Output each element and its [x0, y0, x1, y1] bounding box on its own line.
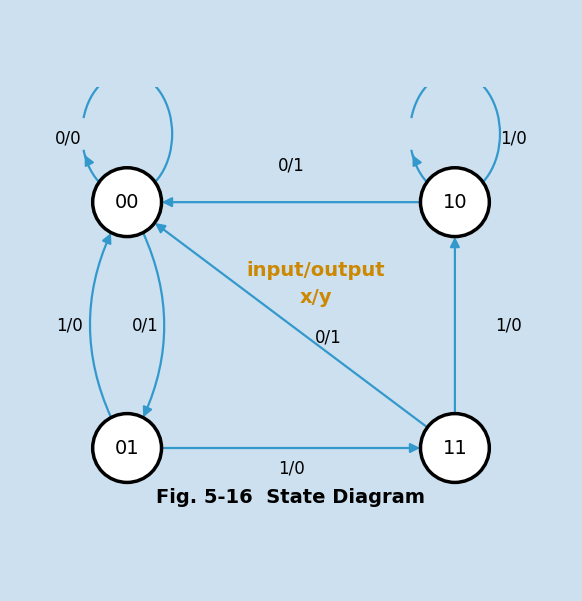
Text: 1/0: 1/0 — [56, 316, 83, 334]
FancyArrowPatch shape — [157, 225, 427, 427]
Text: 0/0: 0/0 — [55, 129, 81, 147]
Text: 0/1: 0/1 — [132, 316, 158, 334]
Text: 00: 00 — [115, 193, 139, 212]
Circle shape — [93, 168, 162, 237]
Circle shape — [420, 413, 489, 483]
FancyArrowPatch shape — [90, 235, 111, 417]
Circle shape — [93, 413, 162, 483]
Text: 1/0: 1/0 — [278, 460, 304, 478]
Text: 01: 01 — [115, 439, 140, 457]
Text: input/output
x/y: input/output x/y — [246, 261, 385, 307]
Text: 0/1: 0/1 — [314, 328, 341, 346]
Text: 10: 10 — [442, 193, 467, 212]
Text: 1/0: 1/0 — [501, 129, 527, 147]
Text: 11: 11 — [442, 439, 467, 457]
Text: 1/0: 1/0 — [495, 316, 521, 334]
FancyArrowPatch shape — [162, 444, 418, 452]
Circle shape — [420, 168, 489, 237]
FancyArrowPatch shape — [451, 239, 459, 413]
FancyArrowPatch shape — [143, 233, 164, 415]
FancyArrowPatch shape — [164, 198, 420, 206]
Text: 0/1: 0/1 — [278, 156, 304, 174]
Text: Fig. 5-16  State Diagram: Fig. 5-16 State Diagram — [157, 488, 425, 507]
